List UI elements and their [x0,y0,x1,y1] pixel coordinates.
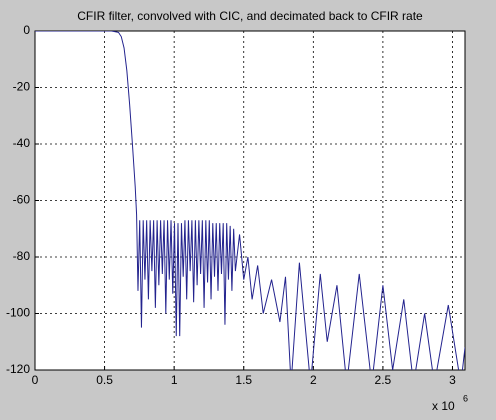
x-tick-label: 2 [310,373,317,387]
data-line [35,31,465,370]
x-tick-label: 0 [32,373,39,387]
x-multiplier: x 10 [432,399,455,413]
y-tick-label: -80 [13,249,31,263]
x-multiplier-exponent: 6 [463,393,468,403]
y-tick-label: -120 [6,362,30,376]
y-tick-label: -20 [13,80,31,94]
chart-title: CFIR filter, convolved with CIC, and dec… [77,9,423,23]
y-tick-label: 0 [23,23,30,37]
x-tick-label: 0.5 [96,373,113,387]
y-tick-label: -40 [13,136,31,150]
y-tick-label: -100 [6,306,30,320]
x-tick-label: 3 [449,373,456,387]
x-tick-label: 2.5 [375,373,392,387]
x-tick-label: 1 [171,373,178,387]
x-tick-label: 1.5 [235,373,252,387]
y-tick-label: -60 [13,193,31,207]
